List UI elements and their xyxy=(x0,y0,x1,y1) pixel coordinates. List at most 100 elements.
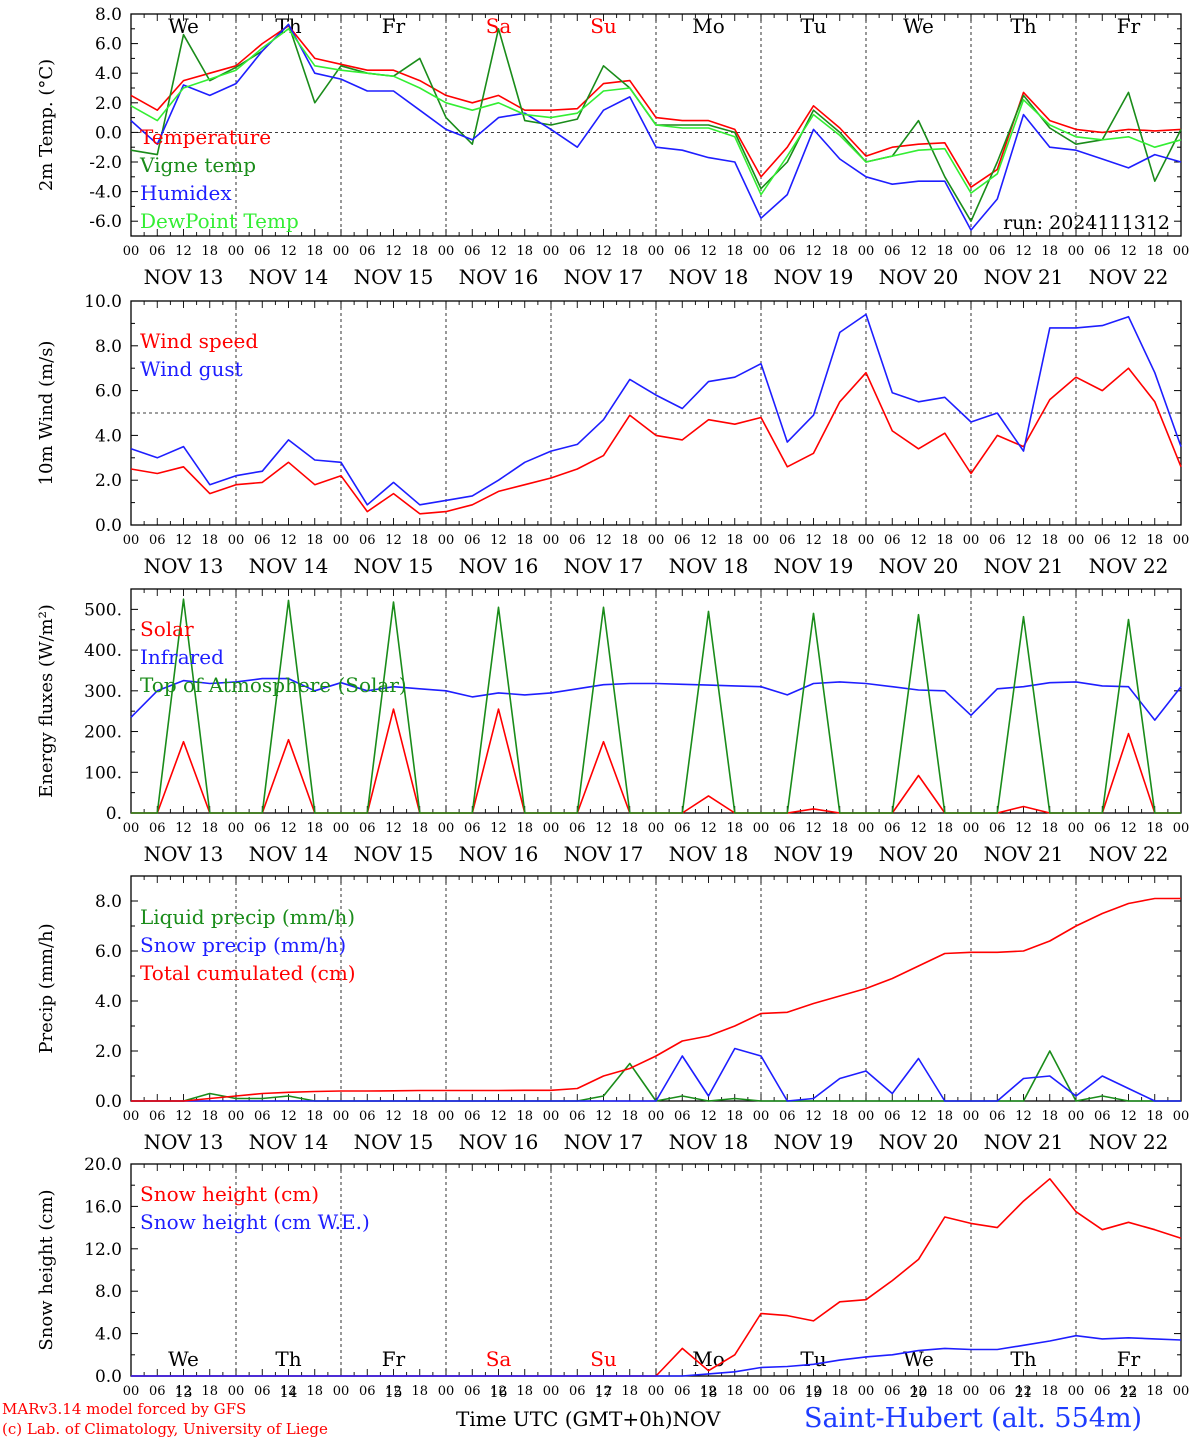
x-day-label: NOV 14 xyxy=(249,842,329,866)
x-hour-label: 00 xyxy=(963,244,980,259)
x-hour-label: 00 xyxy=(123,821,140,836)
x-hour-label: 00 xyxy=(333,533,350,548)
legend-entry: Temperature xyxy=(140,125,271,149)
weekday-label: Tu xyxy=(800,1347,826,1371)
x-day-label: NOV 20 xyxy=(879,1130,959,1154)
x-hour-label: 12 xyxy=(490,1384,507,1399)
y-tick-label: 200. xyxy=(84,723,122,743)
x-hour-label: 12 xyxy=(280,1109,297,1124)
x-hour-label: 18 xyxy=(726,1384,743,1399)
x-hour-label: 12 xyxy=(1120,1109,1137,1124)
x-hour-label: 00 xyxy=(753,821,770,836)
x-hour-label: 06 xyxy=(149,1384,166,1399)
x-hour-label: 18 xyxy=(621,533,638,548)
x-hour-label: 06 xyxy=(779,244,796,259)
x-hour-label: 18 xyxy=(726,533,743,548)
y-axis-title: 2m Temp. (°C) xyxy=(36,59,57,191)
x-hour-label: 18 xyxy=(831,533,848,548)
y-tick-label: 8.0 xyxy=(95,892,122,912)
x-hour-label: 06 xyxy=(464,1384,481,1399)
x-hour-label: 12 xyxy=(385,1109,402,1124)
x-day-number: 22 xyxy=(1120,1385,1138,1401)
x-hour-label: 00 xyxy=(753,533,770,548)
x-hour-label: 00 xyxy=(1173,821,1190,836)
x-hour-label: 12 xyxy=(280,533,297,548)
x-day-label: NOV 21 xyxy=(984,842,1064,866)
y-tick-label: 0.0 xyxy=(95,123,122,143)
x-hour-label: 00 xyxy=(438,244,455,259)
x-hour-label: 06 xyxy=(1094,1384,1111,1399)
x-hour-label: 00 xyxy=(858,1384,875,1399)
x-hour-label: 18 xyxy=(936,244,953,259)
x-hour-label: 00 xyxy=(753,1109,770,1124)
y-tick-label: 500. xyxy=(84,600,122,620)
x-hour-label: 18 xyxy=(516,533,533,548)
x-hour-label: 18 xyxy=(411,1109,428,1124)
x-hour-label: 00 xyxy=(123,1384,140,1399)
x-hour-label: 06 xyxy=(254,244,271,259)
x-hour-label: 12 xyxy=(490,821,507,836)
x-day-label: NOV 15 xyxy=(354,554,434,578)
x-hour-label: 12 xyxy=(1120,533,1137,548)
x-day-label: NOV 18 xyxy=(669,554,749,578)
x-day-label: NOV 14 xyxy=(249,554,329,578)
x-hour-label: 06 xyxy=(359,1109,376,1124)
weekday-label: Fr xyxy=(1117,1347,1141,1371)
x-hour-label: 12 xyxy=(805,1384,822,1399)
x-hour-label: 18 xyxy=(201,821,218,836)
x-hour-label: 00 xyxy=(1173,533,1190,548)
y-tick-label: 4.0 xyxy=(95,1325,122,1345)
series-line xyxy=(130,313,1182,506)
x-hour-label: 18 xyxy=(726,244,743,259)
x-axis-month: NOV xyxy=(672,1407,721,1431)
series-line xyxy=(130,367,1182,515)
x-hour-label: 12 xyxy=(700,1109,717,1124)
y-tick-label: 4.0 xyxy=(95,64,122,84)
x-hour-label: 12 xyxy=(1015,533,1032,548)
x-hour-label: 00 xyxy=(648,1109,665,1124)
series-line xyxy=(130,27,1182,196)
legend-entry: Snow precip (mm/h) xyxy=(140,933,346,957)
x-hour-label: 18 xyxy=(831,1384,848,1399)
y-axis-title: Snow height (cm) xyxy=(36,1189,57,1350)
y-axis-title: Energy fluxes (W/m²) xyxy=(36,604,57,798)
x-hour-label: 00 xyxy=(543,533,560,548)
x-hour-label: 18 xyxy=(306,244,323,259)
x-hour-label: 06 xyxy=(569,821,586,836)
weekday-label: Th xyxy=(275,1347,301,1371)
legend-entry: Snow height (cm) xyxy=(140,1182,319,1206)
x-day-label: NOV 14 xyxy=(249,265,329,289)
x-day-label: NOV 21 xyxy=(984,1130,1064,1154)
x-hour-label: 00 xyxy=(228,533,245,548)
x-hour-label: 06 xyxy=(359,821,376,836)
x-hour-label: 12 xyxy=(175,244,192,259)
weekday-label: We xyxy=(168,1347,199,1371)
y-tick-label: -6.0 xyxy=(89,212,122,232)
y-tick-label: 6.0 xyxy=(95,35,122,55)
x-hour-label: 18 xyxy=(201,244,218,259)
x-hour-label: 06 xyxy=(149,1109,166,1124)
x-hour-label: 12 xyxy=(1015,821,1032,836)
x-hour-label: 06 xyxy=(674,533,691,548)
x-day-label: NOV 19 xyxy=(774,1130,854,1154)
x-hour-label: 12 xyxy=(595,244,612,259)
x-hour-label: 00 xyxy=(228,244,245,259)
x-hour-label: 12 xyxy=(910,821,927,836)
x-hour-label: 18 xyxy=(201,1384,218,1399)
weekday-label: Su xyxy=(590,14,617,38)
x-hour-label: 18 xyxy=(411,244,428,259)
x-hour-label: 18 xyxy=(726,1109,743,1124)
y-axis-title: 10m Wind (m/s) xyxy=(36,341,57,486)
legend-entry: Humidex xyxy=(140,181,232,205)
y-tick-label: 2.0 xyxy=(95,94,122,114)
x-hour-label: 18 xyxy=(1041,1384,1058,1399)
x-hour-label: 12 xyxy=(385,821,402,836)
x-hour-label: 12 xyxy=(280,244,297,259)
x-hour-label: 18 xyxy=(621,1109,638,1124)
x-hour-label: 12 xyxy=(385,244,402,259)
x-hour-label: 18 xyxy=(1146,1384,1163,1399)
x-hour-label: 00 xyxy=(648,821,665,836)
x-day-number: 13 xyxy=(175,1385,193,1401)
y-tick-label: 16.0 xyxy=(84,1197,122,1217)
x-day-label: NOV 13 xyxy=(144,265,224,289)
